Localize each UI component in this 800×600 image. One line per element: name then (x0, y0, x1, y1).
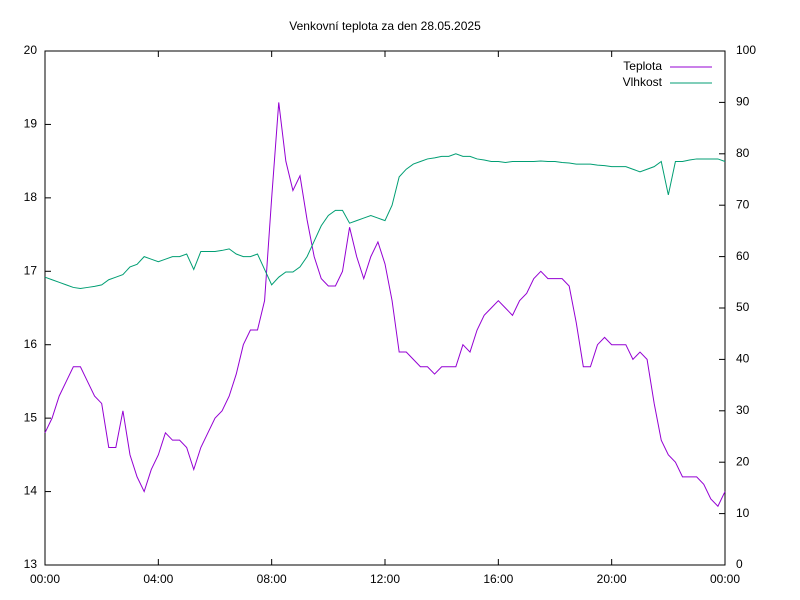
x-tick-label: 20:00 (597, 572, 627, 586)
y2-tick-label: 100 (736, 43, 756, 57)
x-tick-label: 00:00 (710, 572, 740, 586)
y-tick-label: 18 (24, 190, 38, 204)
y-tick-label: 16 (24, 337, 38, 351)
legend-label: Teplota (623, 59, 662, 73)
y-tick-label: 17 (24, 263, 38, 277)
x-tick-label: 12:00 (370, 572, 400, 586)
y-tick-label: 19 (24, 117, 38, 131)
data-line (44, 153, 726, 289)
chart-title: Venkovní teplota za den 28.05.2025 (289, 19, 481, 33)
y2-tick-label: 80 (736, 146, 750, 160)
x-tick-label: 16:00 (483, 572, 513, 586)
y2-tick-label: 70 (736, 197, 750, 211)
x-tick-label: 04:00 (143, 572, 173, 586)
x-tick-label: 00:00 (30, 572, 60, 586)
y2-tick-label: 60 (736, 249, 750, 263)
data-line (44, 102, 726, 508)
x-tick-label: 08:00 (257, 572, 287, 586)
y-tick-label: 14 (24, 484, 38, 498)
y-tick-label: 20 (24, 43, 38, 57)
y2-tick-label: 90 (736, 95, 750, 109)
y-tick-label: 13 (24, 557, 38, 571)
y2-tick-label: 40 (736, 352, 750, 366)
y2-tick-label: 20 (736, 454, 750, 468)
y2-tick-label: 0 (736, 557, 743, 571)
y-tick-label: 15 (24, 410, 38, 424)
y2-tick-label: 50 (736, 300, 750, 314)
legend-label: Vlhkost (623, 75, 663, 89)
y2-tick-label: 10 (736, 506, 750, 520)
y2-tick-label: 30 (736, 403, 750, 417)
